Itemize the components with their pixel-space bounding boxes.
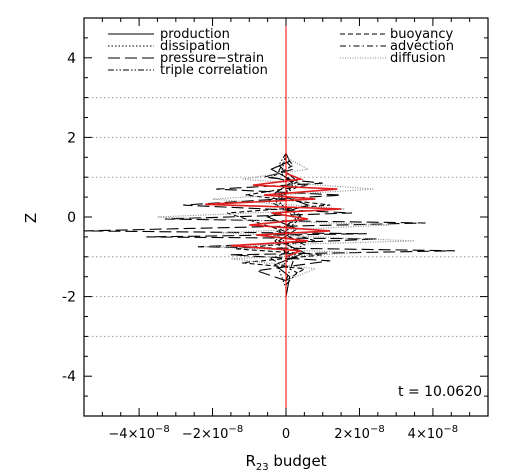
x-tick-label: 2×10−8 bbox=[334, 424, 384, 442]
legend-label: diffusion bbox=[390, 51, 446, 66]
y-tick-label: -4 bbox=[62, 369, 76, 385]
axis-ticks: -4 -2 0 2 4 −4×10−8 −2×10−8 0 2×10−8 4×10−8 bbox=[62, 17, 488, 442]
series-buoyancy-line bbox=[227, 156, 331, 282]
series-production-line bbox=[265, 153, 310, 297]
x-tick-label: 4×10−8 bbox=[408, 424, 458, 442]
series-pressure-strain-line bbox=[84, 160, 455, 282]
series-triple-correlation-line bbox=[274, 153, 298, 281]
legend-label: pressure−strain bbox=[160, 51, 264, 66]
legend: productiondissipationpressure−straintrip… bbox=[108, 27, 454, 78]
legend-label: triple correlation bbox=[160, 63, 268, 78]
time-annotation: t = 10.0620 bbox=[398, 384, 482, 400]
y-tick-label: -2 bbox=[62, 290, 76, 306]
legend-label: production bbox=[160, 27, 230, 42]
budget-curves bbox=[84, 153, 455, 297]
legend-label: dissipation bbox=[160, 39, 230, 54]
dotted-gridlines bbox=[84, 97, 488, 337]
y-tick-label: 4 bbox=[67, 51, 76, 67]
legend-label: buoyancy bbox=[390, 27, 453, 42]
y-tick-label: 2 bbox=[67, 130, 76, 146]
y-axis-label: Z bbox=[22, 213, 40, 223]
x-tick-label: 0 bbox=[282, 427, 290, 442]
x-axis-label: R23 budget bbox=[245, 452, 326, 473]
y-tick-label: 0 bbox=[67, 210, 76, 226]
series-red-total-line bbox=[205, 172, 342, 258]
x-tick-label: −2×10−8 bbox=[182, 424, 243, 442]
legend-label: advection bbox=[390, 39, 454, 54]
x-tick-label: −4×10−8 bbox=[108, 424, 169, 442]
